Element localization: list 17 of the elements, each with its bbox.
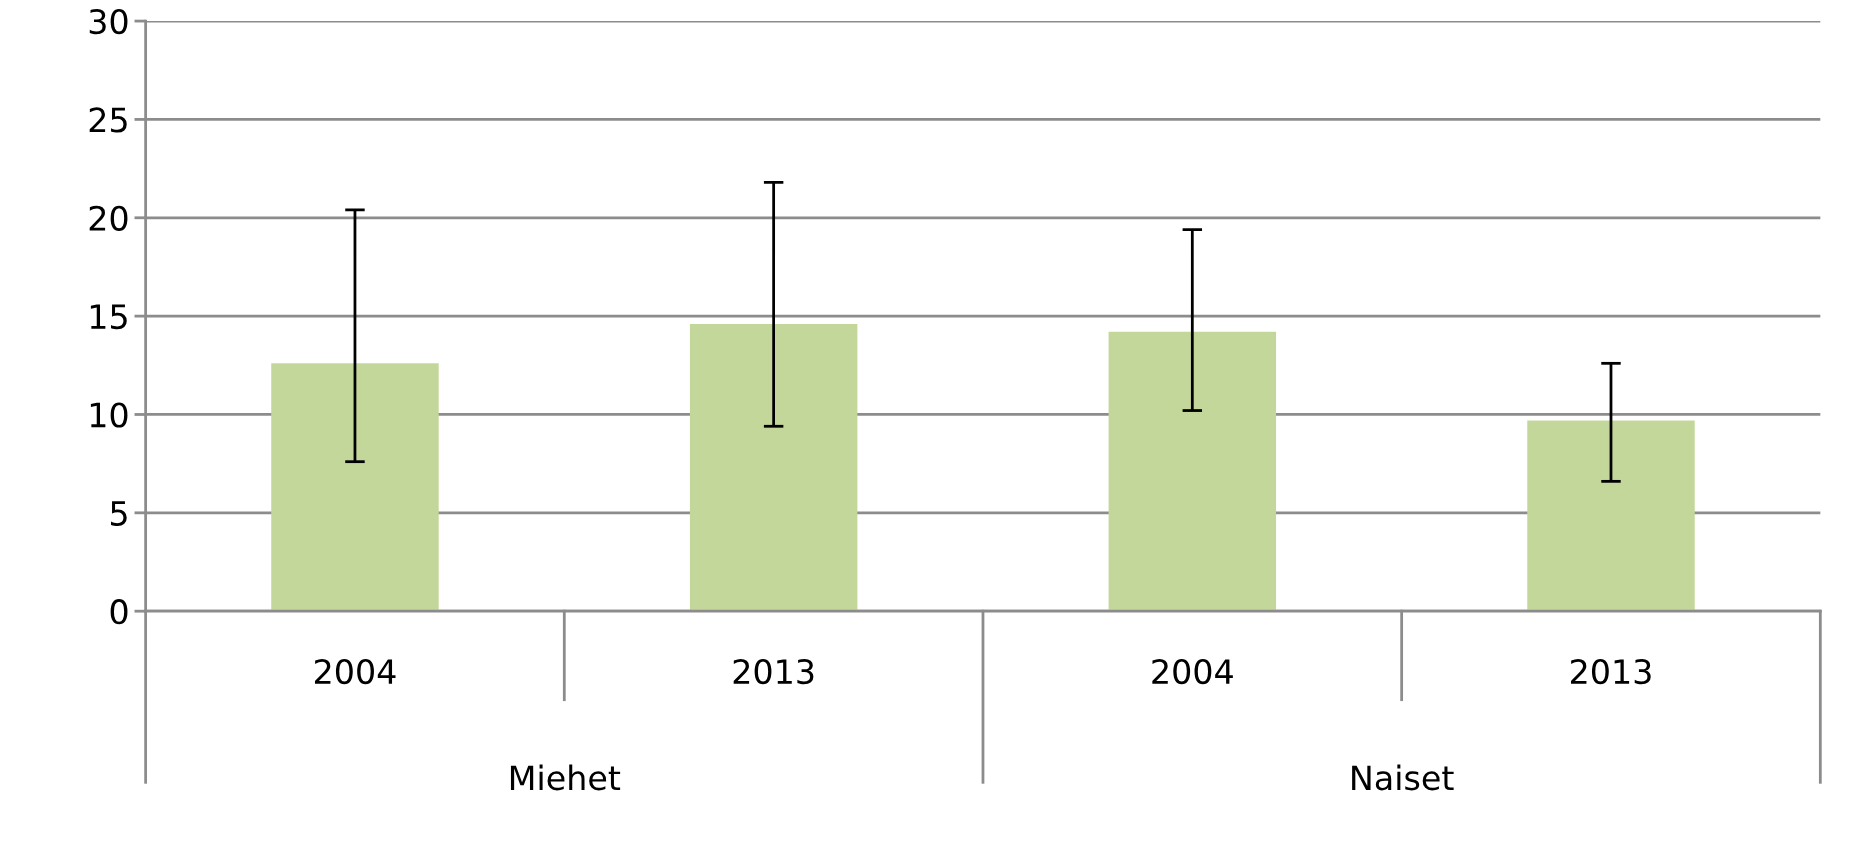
x-tick-label: 2013 <box>1571 658 1651 685</box>
y-tick-label: 30 <box>89 9 128 35</box>
text: Naiset <box>1352 764 1454 791</box>
x-tick-label: 2004 <box>1152 658 1233 685</box>
y-tick-label: 25 <box>89 107 127 133</box>
x-tick-label: 2004 <box>314 658 396 685</box>
bar <box>1527 420 1695 612</box>
bar <box>689 323 858 612</box>
y-tick-label: 0 <box>110 599 128 625</box>
text: Miehet <box>510 764 621 791</box>
bar <box>271 363 439 612</box>
y-tick-label: 5 <box>111 501 127 526</box>
bar <box>1108 331 1277 612</box>
y-tick-label: 10 <box>90 402 128 428</box>
y-tick-label: 20 <box>89 205 128 231</box>
y-tick-label: 15 <box>90 304 127 330</box>
x-tick-label: 2013 <box>733 658 814 685</box>
